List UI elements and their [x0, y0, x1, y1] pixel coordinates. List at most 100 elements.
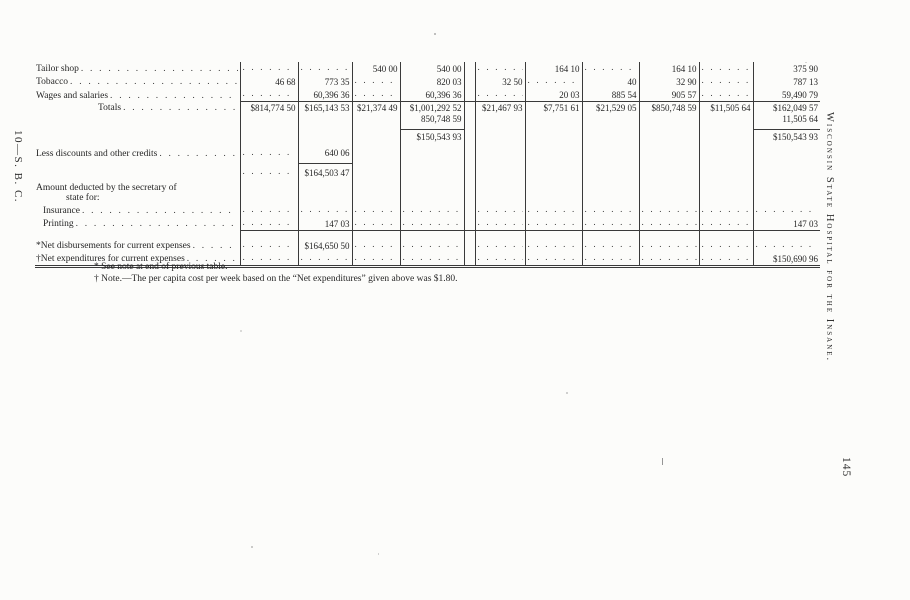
amount-cell: 850,748 59: [399, 113, 464, 130]
amount-cell: . . . . . . . . . . . . . . . . . . . . …: [474, 229, 525, 252]
amount-cell: . . . . . . . . . . . . . . . . . . . . …: [524, 203, 582, 217]
amount-cell: [297, 178, 352, 204]
scan-speck: [566, 392, 568, 394]
table-body: Tailor shop. . . . . . . . . . . . . . .…: [35, 62, 820, 268]
amount-cell: [638, 113, 699, 129]
amount-cell: 640 06: [297, 142, 352, 164]
amount-cell: $150,543 93: [399, 129, 464, 143]
amount-cell: . . . . . . . . . . . . . . . . . . . . …: [297, 203, 352, 217]
row-label: Totals. . . . . . . . . . . . . . . . . …: [98, 102, 238, 113]
column-gutter: [463, 203, 475, 217]
amount-cell: 32 50: [474, 75, 525, 88]
amount-cell: [752, 163, 820, 179]
table-row: Insurance. . . . . . . . . . . . . . . .…: [35, 203, 820, 217]
amount-cell: . . . . . . . . . . . . . . . . . . . . …: [698, 75, 753, 88]
footnote-asterisk: * See note at end of previous table.: [94, 262, 228, 272]
amount-cell: [581, 129, 639, 143]
amount-cell: [581, 163, 639, 179]
amount-cell: . . . . . . . . . . . . . . . . . . . . …: [638, 203, 699, 217]
table-row: . . . . . . . . . . . . . . . . . . . . …: [35, 163, 820, 179]
amount-cell: [581, 178, 639, 204]
column-gutter: [463, 216, 475, 230]
amount-cell: . . . . . . . . . . . . . . . . . . . . …: [581, 229, 639, 252]
amount-cell: . . . . . . . . . . . . . . . . . . . . …: [351, 216, 400, 230]
column-gutter: [463, 178, 475, 204]
amount-cell: . . . . . . . . . . . . . . . . . . . . …: [399, 229, 464, 252]
amount-cell: 60,396 36: [399, 88, 464, 102]
expense-table: Tailor shop. . . . . . . . . . . . . . .…: [35, 62, 820, 268]
amount-cell: [351, 142, 400, 164]
table-row: †Net expenditures for current expenses. …: [35, 251, 820, 268]
amount-cell: . . . . . . . . . . . . . . . . . . . . …: [351, 88, 400, 102]
column-gutter: [463, 129, 475, 143]
table-row: Wages and salaries. . . . . . . . . . . …: [35, 88, 820, 102]
amount-cell: . . . . . . . . . . . . . . . . . . . . …: [698, 88, 753, 102]
amount-cell: . . . . . . . . . . . . . . . . . . . . …: [351, 203, 400, 217]
amount-cell: . . . . . . . . . . . . . . . . . . . . …: [698, 251, 753, 268]
amount-cell: [474, 129, 525, 143]
amount-cell: $164,503 47: [297, 163, 352, 179]
amount-cell: [638, 163, 699, 179]
amount-cell: [474, 163, 525, 179]
amount-cell: [698, 113, 753, 129]
amount-cell: . . . . . . . . . . . . . . . . . . . . …: [524, 75, 582, 88]
amount-cell: $814,774 50: [239, 101, 298, 114]
amount-cell: . . . . . . . . . . . . . . . . . . . . …: [698, 216, 753, 230]
table-row: Tobacco. . . . . . . . . . . . . . . . .…: [35, 75, 820, 88]
table-row: $150,543 93 $150,543 93: [35, 129, 820, 143]
amount-cell: [581, 142, 639, 164]
amount-cell: . . . . . . . . . . . . . . . . . . . . …: [399, 216, 464, 230]
running-head: Wisconsin State Hospital for the Insane.: [824, 112, 835, 363]
amount-cell: 147 03: [297, 216, 352, 230]
amount-cell: . . . . . . . . . . . . . . . . . . . . …: [297, 251, 352, 268]
table-row: Less discounts and other credits. . . . …: [35, 142, 820, 164]
signature-mark: 10—S. B. C.: [12, 130, 24, 204]
amount-cell: . . . . . . . . . . . . . . . . . . . . …: [239, 163, 298, 179]
amount-cell: [399, 178, 464, 204]
amount-cell: $150,543 93: [752, 129, 820, 143]
amount-cell: 885 54: [581, 88, 639, 102]
row-label: [35, 114, 240, 130]
amount-cell: . . . . . . . . . . . . . . . . . . . . …: [698, 62, 753, 75]
amount-cell: $162,049 57: [752, 101, 820, 114]
amount-cell: . . . . . . . . . . . . . . . . . . . . …: [698, 229, 753, 252]
page-number: 145: [840, 457, 852, 478]
amount-cell: [698, 142, 753, 164]
amount-cell: 32 90: [638, 75, 699, 88]
table-row: Printing. . . . . . . . . . . . . . . . …: [35, 216, 820, 230]
row-label: [35, 164, 240, 179]
amount-cell: 20 03: [524, 88, 582, 102]
amount-cell: . . . . . . . . . . . . . . . . . . . . …: [474, 251, 525, 268]
amount-cell: 40: [581, 75, 639, 88]
amount-cell: $21,529 05: [581, 101, 639, 114]
amount-cell: 540 00: [351, 62, 400, 75]
amount-cell: . . . . . . . . . . . . . . . . . . . . …: [698, 203, 753, 217]
amount-cell: . . . . . . . . . . . . . . . . . . . . …: [638, 216, 699, 230]
amount-cell: . . . . . . . . . . . . . . . . . . . . …: [581, 251, 639, 268]
column-gutter: [463, 88, 475, 102]
amount-cell: [351, 113, 400, 129]
amount-cell: $21,467 93: [474, 101, 525, 114]
amount-cell: 46 68: [239, 75, 298, 88]
amount-cell: . . . . . . . . . . . . . . . . . . . . …: [239, 229, 298, 252]
scan-speck: [805, 62, 807, 63]
table-row: *Net disbursements for current expenses.…: [35, 229, 820, 252]
amount-cell: 164 10: [524, 62, 582, 75]
row-label: Printing. . . . . . . . . . . . . . . . …: [43, 219, 238, 229]
amount-cell: [297, 129, 352, 143]
amount-cell: 773 35: [297, 75, 352, 88]
table-row: Tailor shop. . . . . . . . . . . . . . .…: [35, 62, 820, 75]
amount-cell: . . . . . . . . . . . . . . . . . . . . …: [239, 203, 298, 217]
row-label: Less discounts and other credits. . . . …: [36, 148, 238, 159]
amount-cell: [638, 129, 699, 143]
amount-cell: . . . . . . . . . . . . . . . . . . . . …: [239, 142, 298, 164]
amount-cell: $150,690 96: [752, 251, 820, 268]
amount-cell: . . . . . . . . . . . . . . . . . . . . …: [474, 62, 525, 75]
amount-cell: . . . . . . . . . . . . . . . . . . . . …: [399, 203, 464, 217]
amount-cell: . . . . . . . . . . . . . . . . . . . . …: [297, 62, 352, 75]
scan-speck: [378, 553, 379, 555]
amount-cell: . . . . . . . . . . . . . . . . . . . . …: [581, 62, 639, 75]
amount-cell: . . . . . . . . . . . . . . . . . . . . …: [638, 229, 699, 252]
amount-cell: . . . . . . . . . . . . . . . . . . . . …: [474, 203, 525, 217]
amount-cell: 59,490 79: [752, 88, 820, 102]
